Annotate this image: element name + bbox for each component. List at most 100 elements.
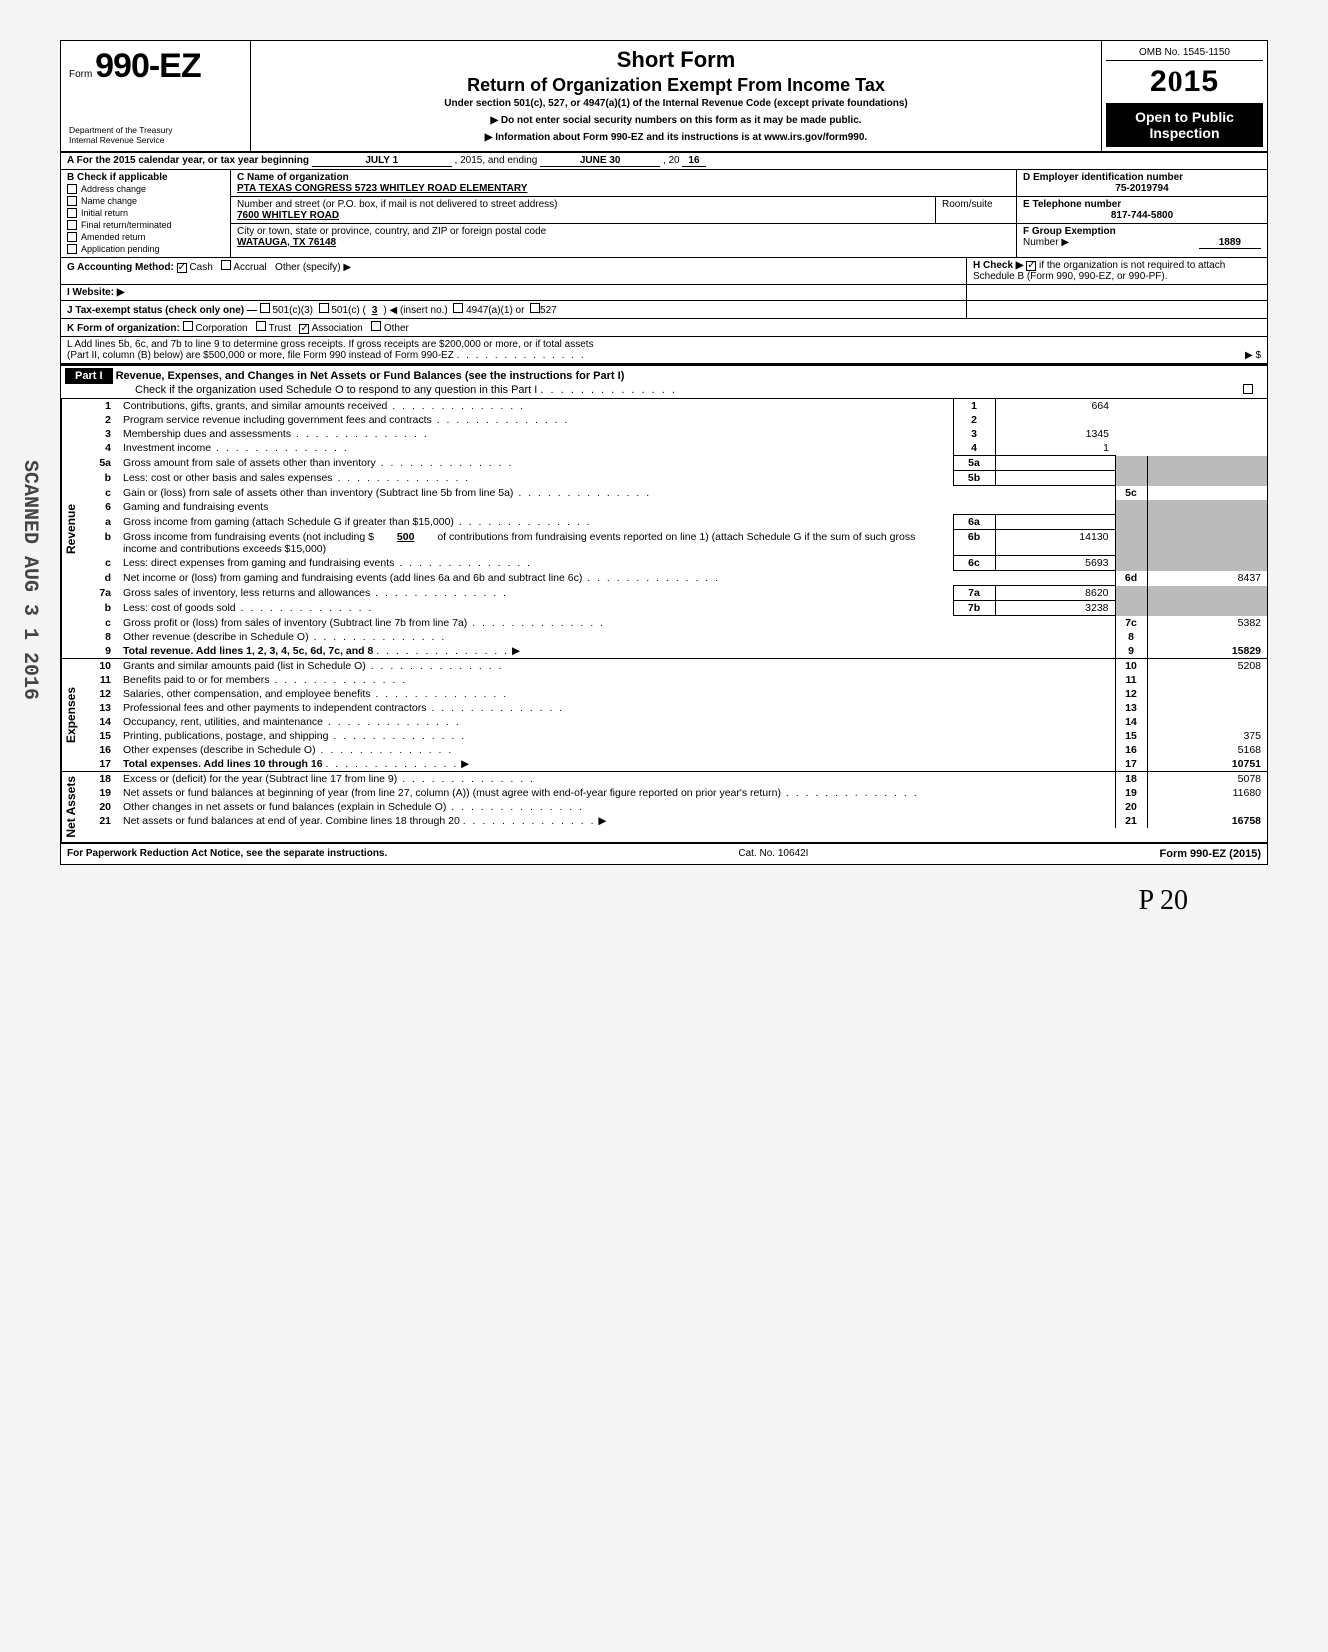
line-rnum: 17 (1115, 757, 1147, 771)
form-number-block: Form 990-EZ (69, 47, 242, 86)
org-name[interactable]: PTA TEXAS CONGRESS 5723 WHITLEY ROAD ELE… (237, 183, 1010, 194)
dept-block: Department of the Treasury Internal Reve… (69, 126, 242, 145)
chk-amended[interactable]: Amended return (67, 231, 224, 243)
line-rnum: 4 (953, 441, 995, 456)
chk-527[interactable] (530, 303, 540, 313)
mini-box: 6c (953, 556, 995, 571)
chk-initial-return[interactable]: Initial return (67, 207, 224, 219)
chk-h[interactable] (1026, 261, 1036, 271)
line-value[interactable]: 5168 (1147, 743, 1267, 757)
mini-val[interactable] (995, 456, 1115, 471)
chk-cash[interactable] (177, 263, 187, 273)
line-value[interactable] (1147, 715, 1267, 729)
open-to-public: Open to Public Inspection (1106, 103, 1263, 147)
line-num: b (83, 530, 117, 556)
ein-value[interactable]: 75-2019794 (1023, 183, 1261, 194)
line-value[interactable] (1147, 701, 1267, 715)
line-num: 17 (83, 757, 117, 771)
omb-number: OMB No. 1545-1150 (1106, 45, 1263, 61)
line-value[interactable] (1147, 687, 1267, 701)
period-label: A For the 2015 calendar year, or tax yea… (67, 155, 309, 166)
line-rnum: 5c (1115, 486, 1147, 501)
line-num: b (83, 601, 117, 616)
chk-trust[interactable] (256, 321, 266, 331)
line-rnum: 8 (1115, 630, 1147, 644)
line-value[interactable]: 5382 (1147, 616, 1267, 631)
line-rnum: 10 (1115, 659, 1147, 673)
chk-corp[interactable] (183, 321, 193, 331)
box-b-header: B Check if applicable (67, 172, 224, 183)
chk-accrual[interactable] (221, 260, 231, 270)
line-desc: Total expenses. Add lines 10 through 16 … (117, 757, 1115, 771)
line-desc: Occupancy, rent, utilities, and maintena… (117, 715, 1115, 729)
chk-label: Application pending (81, 244, 160, 254)
mini-val[interactable] (995, 471, 1115, 486)
group-exemption-value[interactable]: 1889 (1199, 237, 1261, 249)
mini-val[interactable] (995, 515, 1115, 530)
phone-value[interactable]: 817-744-5800 (1023, 210, 1261, 221)
room-suite-label: Room/suite (936, 197, 1016, 223)
contrib-amount[interactable]: 500 (377, 531, 435, 543)
chk-501c3-label: 501(c)(3) (272, 305, 313, 316)
line-rnum: 15 (1115, 729, 1147, 743)
mini-box: 6a (953, 515, 995, 530)
line-rnum: 20 (1115, 800, 1147, 814)
chk-501c[interactable] (319, 303, 329, 313)
period-end[interactable]: JUNE 30 (540, 155, 660, 167)
box-def: D Employer identification number 75-2019… (1017, 170, 1267, 257)
line-value[interactable]: 664 (995, 399, 1115, 413)
line-value[interactable]: 375 (1147, 729, 1267, 743)
line-rnum: 1 (953, 399, 995, 413)
line-rnum: 11 (1115, 673, 1147, 687)
line-num: 8 (83, 630, 117, 644)
line-value[interactable] (1147, 800, 1267, 814)
line-value[interactable]: 1 (995, 441, 1115, 456)
row-gh: G Accounting Method: Cash Accrual Other … (61, 258, 1267, 285)
line-value[interactable]: 5208 (1147, 659, 1267, 673)
chk-schedule-o[interactable] (1243, 384, 1253, 394)
line-value[interactable] (995, 413, 1115, 427)
501c-insert[interactable]: 3 (366, 305, 384, 316)
street-value[interactable]: 7600 WHITLEY ROAD (237, 210, 929, 221)
line-value[interactable]: 8437 (1147, 571, 1267, 586)
line-value[interactable]: 10751 (1147, 757, 1267, 771)
line-value[interactable]: 11680 (1147, 786, 1267, 800)
box-c: C Name of organization PTA TEXAS CONGRES… (231, 170, 1017, 257)
period-begin[interactable]: JULY 1 (312, 155, 452, 167)
chk-label: Final return/terminated (81, 220, 172, 230)
form-990ez: Form 990-EZ Department of the Treasury I… (60, 40, 1268, 865)
mini-val[interactable]: 3238 (995, 601, 1115, 616)
line-value[interactable]: 1345 (995, 427, 1115, 441)
chk-4947[interactable] (453, 303, 463, 313)
line-value[interactable]: 5078 (1147, 772, 1267, 786)
dept-line-2: Internal Revenue Service (69, 136, 242, 145)
chk-name-change[interactable]: Name change (67, 195, 224, 207)
line-value[interactable]: 15829 (1147, 644, 1267, 658)
chk-other-org[interactable] (371, 321, 381, 331)
line-value[interactable] (1147, 630, 1267, 644)
city-value[interactable]: WATAUGA, TX 76148 (237, 237, 1010, 248)
mini-val[interactable]: 14130 (995, 530, 1115, 556)
box-j-label: J Tax-exempt status (check only one) — (67, 305, 257, 316)
row-j: J Tax-exempt status (check only one) — 5… (61, 301, 1267, 319)
line-value[interactable] (1147, 486, 1267, 501)
period-yy[interactable]: 16 (682, 155, 705, 167)
chk-final-return[interactable]: Final return/terminated (67, 219, 224, 231)
line-desc: Gross amount from sale of assets other t… (117, 456, 953, 471)
shade-cell (1115, 456, 1147, 471)
line-num: 10 (83, 659, 117, 673)
chk-application-pending[interactable]: Application pending (67, 243, 224, 255)
line-desc: Net assets or fund balances at end of ye… (117, 814, 1115, 828)
chk-association[interactable] (299, 324, 309, 334)
line-num: 20 (83, 800, 117, 814)
line-value[interactable] (1147, 673, 1267, 687)
line-value[interactable]: 16758 (1147, 814, 1267, 828)
chk-address-change[interactable]: Address change (67, 183, 224, 195)
line-desc: Grants and similar amounts paid (list in… (117, 659, 1115, 673)
chk-501c3[interactable] (260, 303, 270, 313)
mini-val[interactable]: 5693 (995, 556, 1115, 571)
line-num: 19 (83, 786, 117, 800)
part-1-header: Part I Revenue, Expenses, and Changes in… (61, 364, 1267, 399)
mini-val[interactable]: 8620 (995, 586, 1115, 601)
box-i-label: I Website: ▶ (67, 287, 125, 298)
